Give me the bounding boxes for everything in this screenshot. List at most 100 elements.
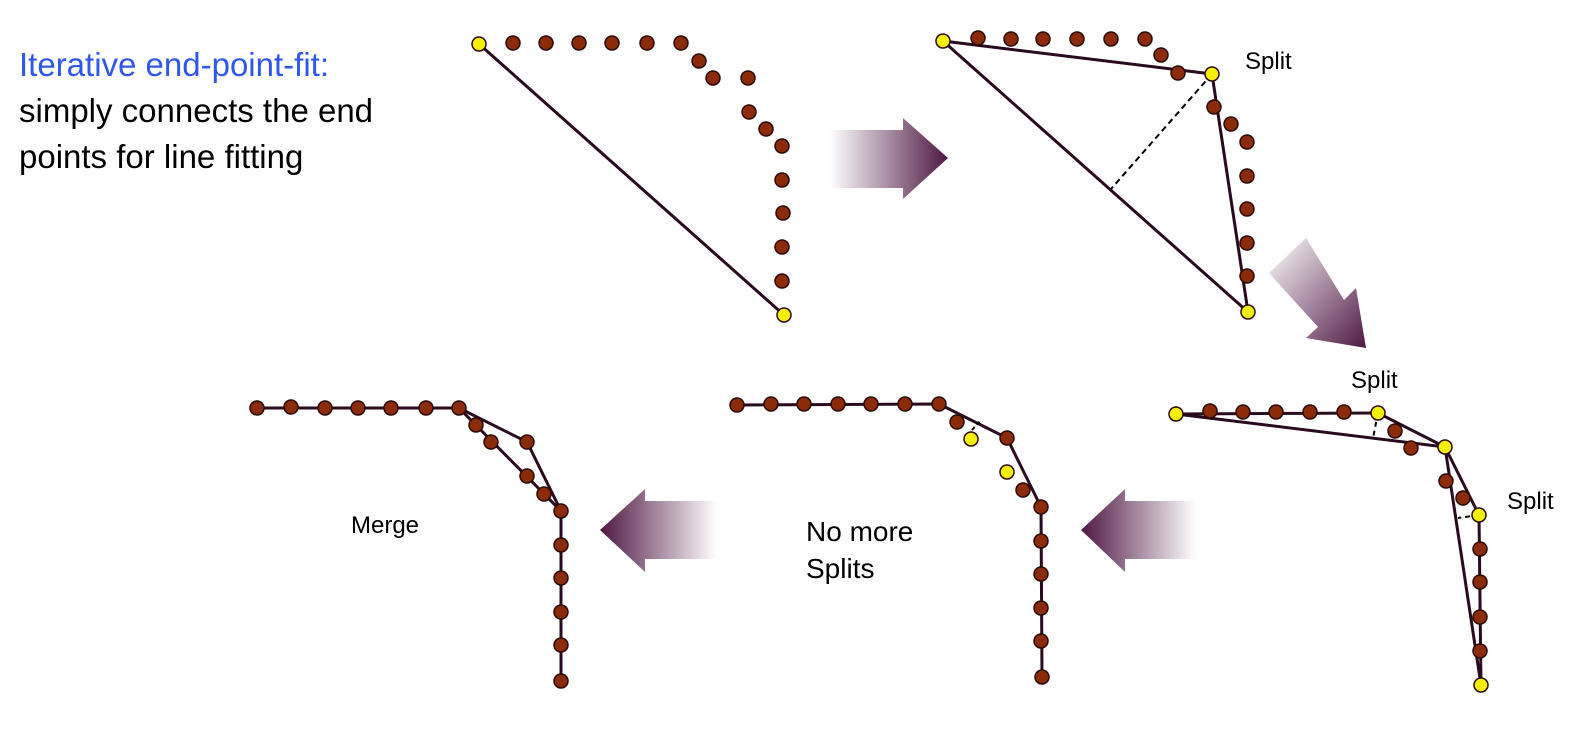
split-label: Split: [1351, 367, 1398, 394]
data-point: [1223, 116, 1239, 132]
merge-label: Merge: [351, 512, 419, 539]
data-point: [505, 35, 521, 51]
arrow-down-right-icon: [1269, 238, 1366, 348]
fit-line: [942, 39, 1249, 314]
data-point: [1336, 404, 1352, 420]
description: Iterative end-point-fit: simply connects…: [19, 42, 439, 180]
data-point: [1033, 533, 1049, 549]
data-point: [775, 205, 791, 221]
data-point: [571, 35, 587, 51]
distance-line: [971, 420, 981, 431]
data-point: [1268, 404, 1284, 420]
data-point: [468, 417, 484, 433]
data-point: [1033, 566, 1049, 582]
data-point: [249, 400, 265, 416]
split-point: [1471, 507, 1487, 523]
distance-line: [1110, 73, 1213, 190]
data-point: [1239, 268, 1255, 284]
arrow-left-icon: [1081, 489, 1196, 572]
data-point: [1206, 99, 1222, 115]
split-point: [1437, 439, 1453, 455]
data-point: [553, 673, 569, 689]
data-point: [451, 400, 467, 416]
data-point: [796, 396, 812, 412]
end-point: [776, 307, 792, 323]
data-point: [350, 400, 366, 416]
fit-line: [1443, 446, 1481, 516]
data-point: [931, 396, 947, 412]
data-point: [691, 53, 707, 69]
step-1-initial-fit: [471, 35, 792, 323]
end-point: [1168, 406, 1184, 422]
data-point: [1033, 633, 1049, 649]
end-point: [1240, 304, 1256, 320]
split-label: Split: [1507, 488, 1554, 515]
description-title: Iterative end-point-fit:: [19, 46, 329, 83]
data-point: [999, 430, 1015, 446]
data-point: [741, 104, 757, 120]
data-point: [774, 172, 790, 188]
data-point: [483, 434, 499, 450]
fit-line: [1477, 514, 1483, 686]
data-point: [774, 138, 790, 154]
data-point: [1033, 600, 1049, 616]
data-point: [1239, 235, 1255, 251]
data-point: [740, 70, 756, 86]
data-point: [283, 399, 299, 415]
data-point: [863, 396, 879, 412]
data-point: [1033, 499, 1049, 515]
fit-line: [257, 406, 563, 681]
data-point: [1239, 201, 1255, 217]
end-point: [963, 431, 979, 447]
step-3-split-again: Split Split: [1168, 367, 1554, 693]
end-point: [1473, 677, 1489, 693]
arrow-left-icon: [600, 489, 717, 572]
split-point: [1204, 66, 1220, 82]
split-label: Split: [1245, 48, 1292, 75]
data-point: [1153, 47, 1169, 63]
data-point: [553, 637, 569, 653]
data-point: [1455, 490, 1471, 506]
data-point: [536, 486, 552, 502]
data-point: [1472, 609, 1488, 625]
data-point: [774, 239, 790, 255]
data-point: [970, 30, 986, 46]
fit-line: [942, 39, 1213, 76]
data-point: [1034, 669, 1050, 685]
data-point: [1137, 31, 1153, 47]
step-4-no-more-splits: No more Splits: [729, 396, 1050, 685]
data-point: [705, 70, 721, 86]
data-point: [1472, 643, 1488, 659]
split-point: [1370, 405, 1386, 421]
data-point: [673, 35, 689, 51]
arrow-right-icon: [830, 118, 948, 199]
data-point: [1387, 423, 1403, 439]
data-point: [418, 400, 434, 416]
end-point: [471, 36, 487, 52]
data-point: [519, 434, 535, 450]
data-point: [1103, 31, 1119, 47]
data-point: [1239, 168, 1255, 184]
data-point: [1302, 404, 1318, 420]
fit-line: [1377, 411, 1446, 449]
description-body: simply connects the end points for line …: [19, 92, 374, 175]
data-point: [553, 503, 569, 519]
data-point: [1472, 541, 1488, 557]
data-point: [1239, 134, 1255, 150]
data-point: [519, 468, 535, 484]
data-point: [553, 570, 569, 586]
data-point: [897, 396, 913, 412]
data-point: [639, 35, 655, 51]
data-point: [553, 537, 569, 553]
data-point: [763, 396, 779, 412]
data-point: [729, 397, 745, 413]
no-more-splits-label-line-1: No more: [806, 516, 913, 547]
data-point: [830, 396, 846, 412]
data-point: [383, 400, 399, 416]
fit-line: [1175, 412, 1446, 449]
data-point: [1403, 440, 1419, 456]
step-2-split: Split: [935, 30, 1292, 320]
data-point: [317, 400, 333, 416]
data-point: [1202, 403, 1218, 419]
